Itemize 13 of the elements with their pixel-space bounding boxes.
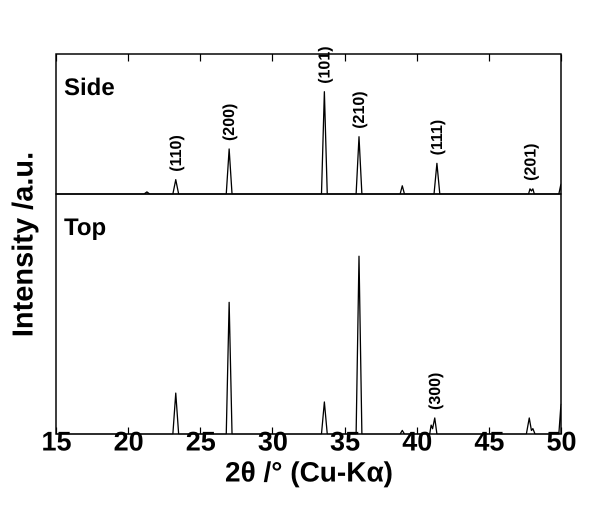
annotation: (200) bbox=[221, 104, 238, 142]
x-tick-label: 50 bbox=[546, 426, 577, 456]
annotation: (110) bbox=[168, 135, 185, 172]
annotation: (201) bbox=[522, 144, 540, 181]
x-axis-title: 2θ /° (Cu-Kα) bbox=[225, 456, 393, 488]
chart-title: Side bbox=[64, 74, 115, 101]
annotation: (210) bbox=[351, 91, 368, 129]
annotation: (300) bbox=[426, 372, 444, 410]
y-axis-title: Intensity /a.u. bbox=[8, 152, 40, 338]
annotation: (111) bbox=[428, 120, 446, 156]
x-tick-label: 15 bbox=[41, 426, 72, 456]
annotation: (101) bbox=[316, 46, 334, 84]
chart-title: Top bbox=[64, 214, 106, 241]
